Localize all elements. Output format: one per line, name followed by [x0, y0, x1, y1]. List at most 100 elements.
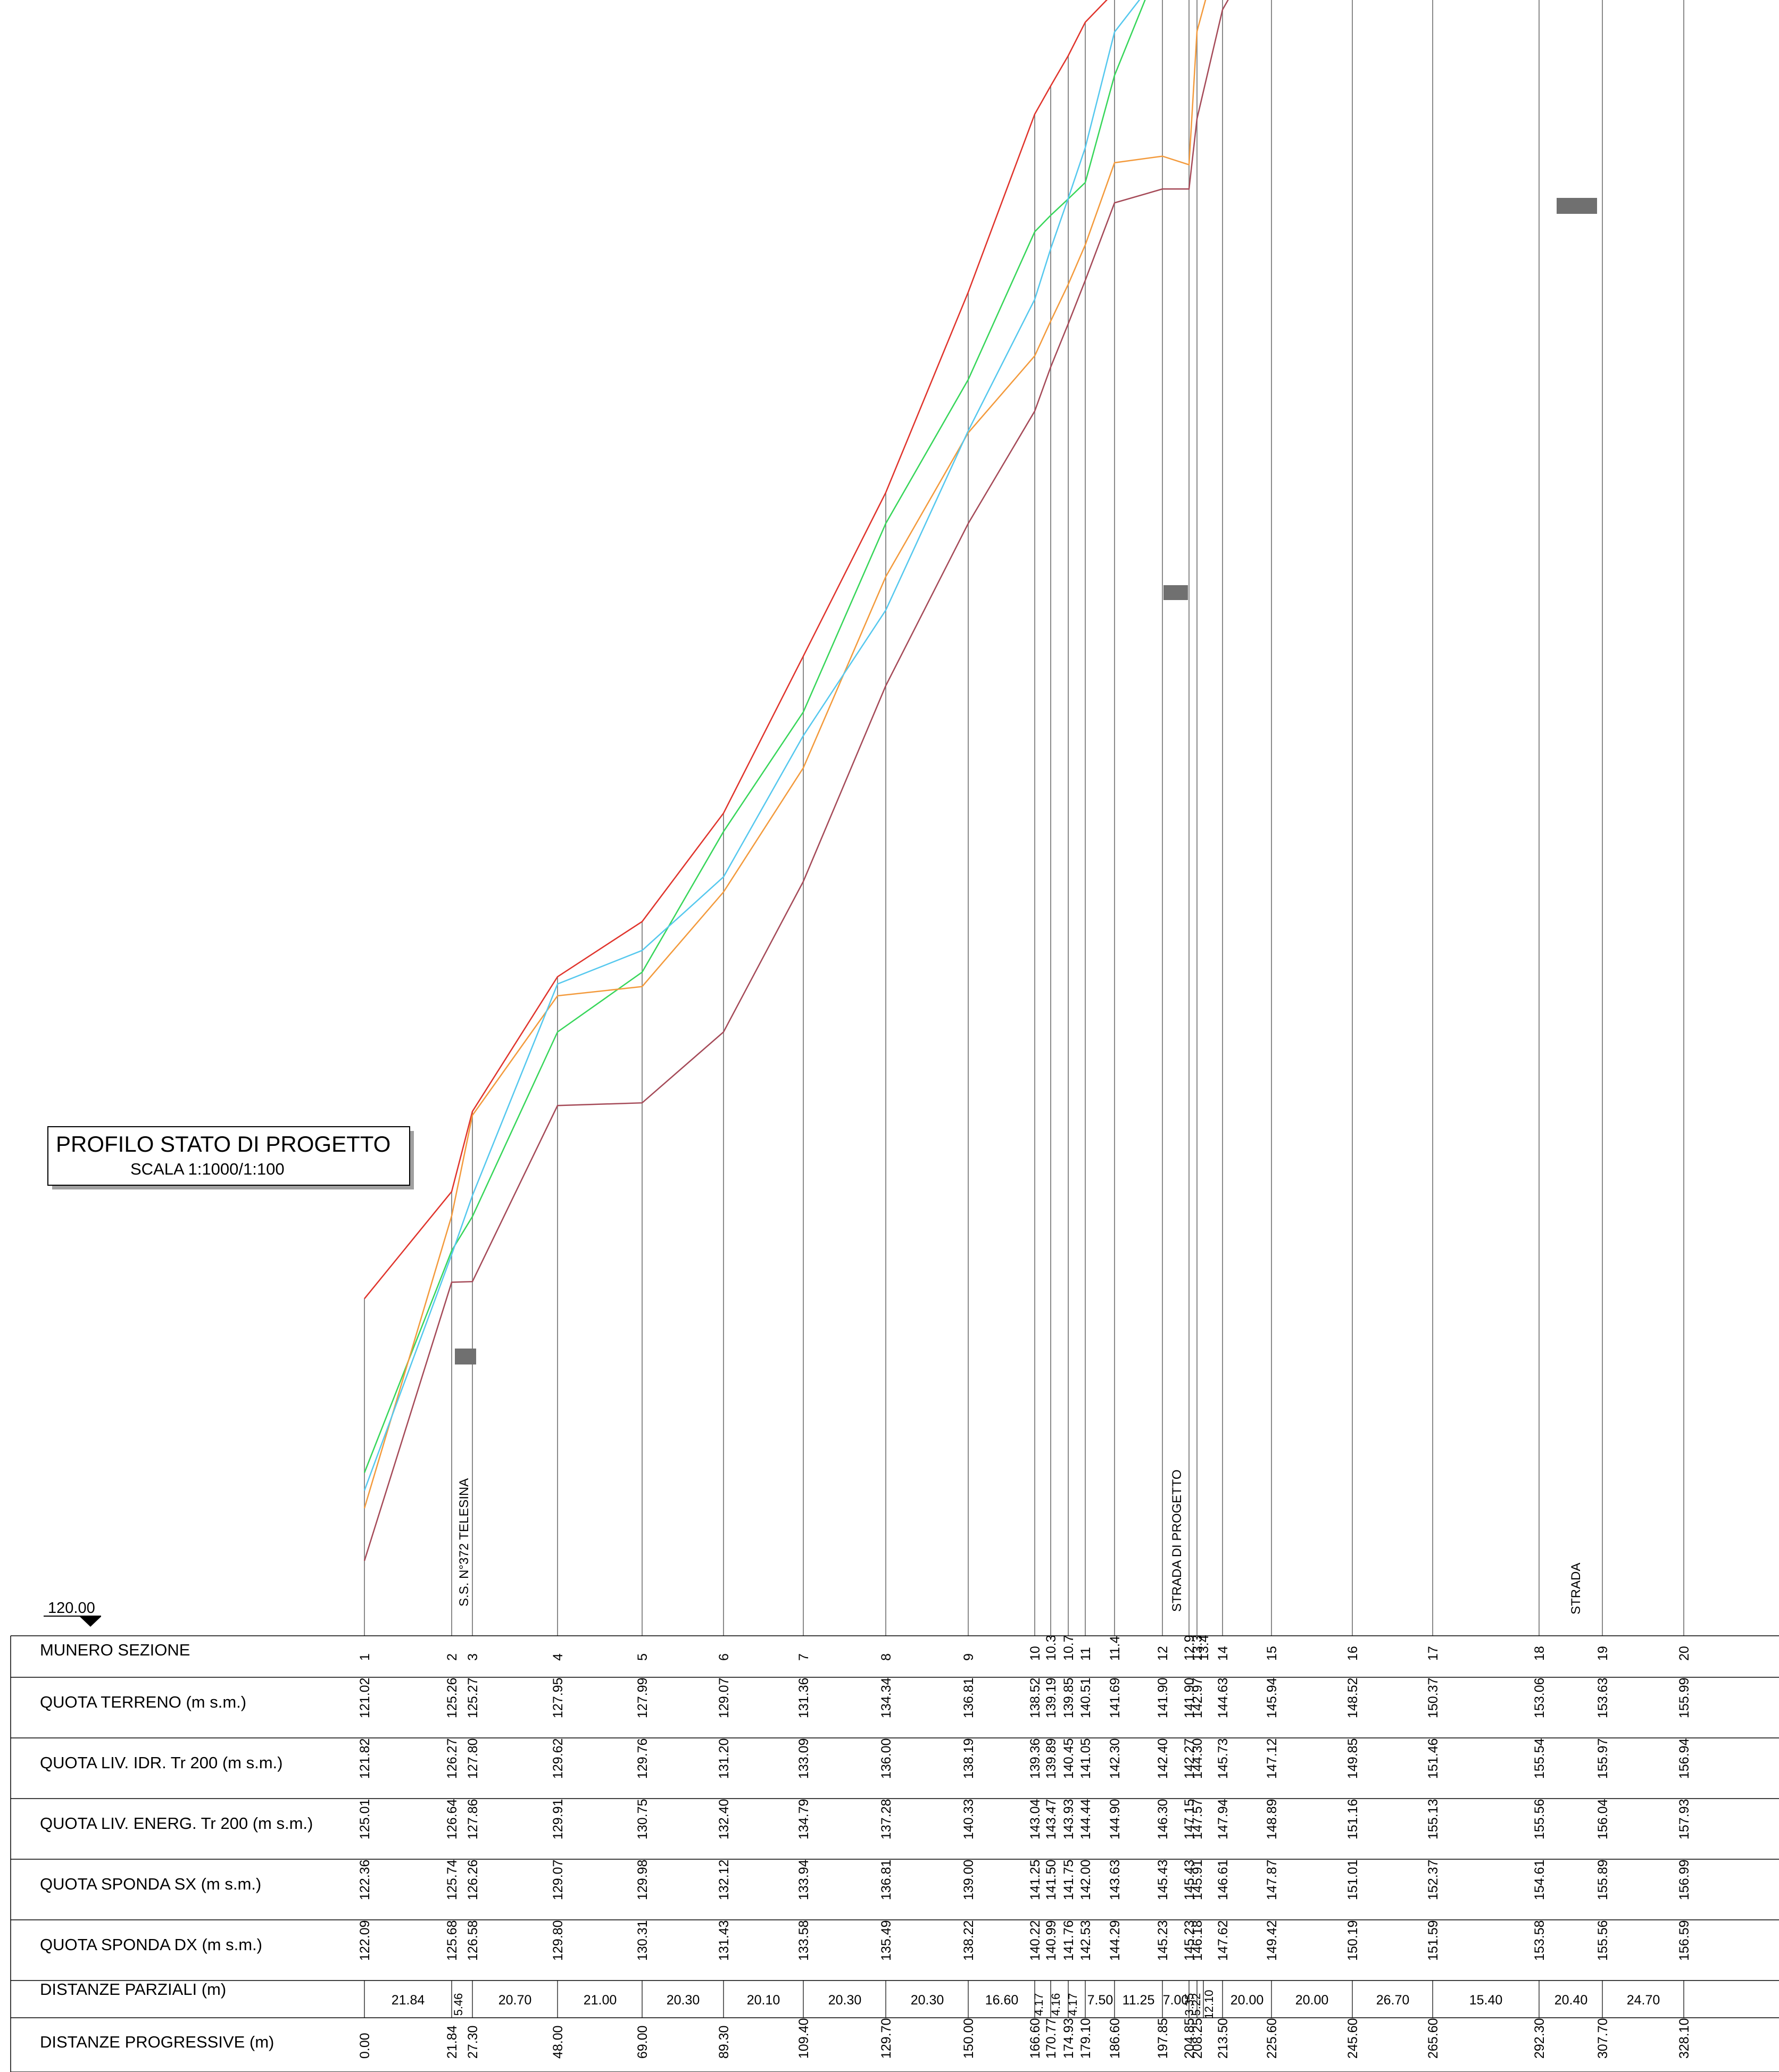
cell-idr-9: 138.19	[961, 1738, 976, 1779]
cell-idr-19: 155.97	[1595, 1738, 1610, 1779]
cell-terreno-2: 125.26	[445, 1678, 460, 1718]
cell-terreno-16: 148.52	[1345, 1678, 1360, 1718]
cell-sx-16: 151.01	[1345, 1860, 1360, 1900]
cell-idr-1: 121.82	[358, 1738, 372, 1779]
cell-parziale: 20.00	[1231, 1993, 1264, 2008]
cell-sx-12.9: 145.43	[1182, 1860, 1197, 1900]
cell-prog-7: 109.40	[796, 2018, 811, 2059]
cell-terreno-1: 121.02	[358, 1678, 372, 1718]
cell-prog-10.3: 170.77	[1044, 2018, 1059, 2059]
annotation-strada-progetto: STRADA DI PROGETTO	[1170, 1469, 1184, 1612]
cell-prog-3: 27.30	[465, 2025, 480, 2059]
cell-dx-13.3: 146.18	[1190, 1920, 1205, 1961]
cell-energ-9: 140.33	[961, 1799, 976, 1840]
cell-energ-11: 144.44	[1078, 1799, 1093, 1840]
cell-energ-10.3: 143.47	[1044, 1799, 1059, 1840]
cell-terreno-17: 150.37	[1426, 1678, 1441, 1718]
cell-idr-14: 145.73	[1216, 1738, 1231, 1779]
cell-dx-17: 151.59	[1426, 1920, 1441, 1961]
cell-id-18: 18	[1532, 1646, 1547, 1661]
row-label-terreno: QUOTA TERRENO (m s.m.)	[40, 1693, 246, 1711]
cell-id-12.9: 12.9	[1182, 1635, 1197, 1661]
cell-dx-12.9: 145.23	[1182, 1920, 1197, 1961]
cell-idr-20: 156.94	[1677, 1738, 1692, 1779]
cell-energ-19: 156.04	[1595, 1799, 1610, 1840]
row-label-energ: QUOTA LIV. ENERG. Tr 200 (m s.m.)	[40, 1814, 313, 1833]
cell-parziale: 4.17	[1032, 1993, 1045, 2016]
cell-idr-12.9: 142.27	[1182, 1738, 1197, 1779]
title-box: PROFILO STATO DI PROGETTO SCALA 1:1000/1…	[47, 1126, 414, 1189]
cell-sx-14: 146.61	[1216, 1860, 1231, 1900]
cell-idr-4: 129.62	[551, 1738, 566, 1779]
datum-marker: 120.00	[44, 1600, 101, 1627]
cell-energ-5: 130.75	[635, 1799, 650, 1840]
cell-sx-11.4: 143.63	[1108, 1860, 1123, 1900]
cell-energ-1: 125.01	[358, 1799, 372, 1840]
cell-id-1: 1	[358, 1653, 372, 1661]
cell-sx-17: 152.37	[1426, 1860, 1441, 1900]
profile-sponda-sx-line	[363, 0, 1141, 1491]
cell-parziale: 24.70	[1627, 1993, 1660, 2008]
cell-id-5: 5	[635, 1653, 650, 1661]
cell-parziale: 20.30	[667, 1993, 700, 2008]
cell-parziale: 20.30	[911, 1993, 944, 2008]
cell-prog-11.4: 186.60	[1108, 2018, 1123, 2059]
cell-idr-12: 142.40	[1155, 1738, 1170, 1779]
cell-energ-10.7: 143.93	[1061, 1799, 1076, 1840]
cell-prog-14: 213.50	[1216, 2018, 1231, 2059]
cell-parziale: 12.10	[1202, 1990, 1216, 2019]
cell-idr-18: 155.54	[1532, 1738, 1547, 1779]
cell-parziale: 15.40	[1469, 1993, 1503, 2008]
cell-id-4: 4	[551, 1653, 566, 1661]
cell-idr-17: 151.46	[1426, 1738, 1441, 1779]
cell-sx-18: 154.61	[1532, 1860, 1547, 1900]
cell-terreno-12: 141.90	[1155, 1678, 1170, 1718]
cell-energ-16: 151.16	[1345, 1799, 1360, 1840]
cell-prog-9: 150.00	[961, 2018, 976, 2059]
cell-terreno-10: 138.52	[1028, 1678, 1043, 1718]
cell-prog-19: 307.70	[1595, 2018, 1610, 2059]
cell-energ-2: 126.64	[445, 1799, 460, 1840]
cell-terreno-18: 153.06	[1532, 1678, 1547, 1718]
profile-idrometrico-line	[363, 0, 1207, 1509]
cell-id-3: 3	[465, 1653, 480, 1661]
cell-sx-20: 156.99	[1677, 1860, 1692, 1900]
cell-sx-6: 132.12	[717, 1860, 731, 1900]
cell-parziale: 20.30	[828, 1993, 862, 2008]
bridge-decks	[455, 198, 1597, 1364]
cell-prog-6: 89.30	[717, 2025, 731, 2059]
cell-prog-18: 292.30	[1532, 2018, 1547, 2059]
cell-sx-10: 141.25	[1028, 1860, 1043, 1900]
cell-parziale: 20.40	[1554, 1993, 1588, 2008]
cell-idr-6: 131.20	[717, 1738, 731, 1779]
cell-sx-5: 129.98	[635, 1860, 650, 1900]
cell-dx-7: 133.58	[796, 1920, 811, 1961]
cell-id-9: 9	[961, 1653, 976, 1661]
profile-terreno-line	[364, 0, 1108, 1300]
cell-parziale: 20.10	[747, 1993, 780, 2008]
cell-idr-15: 147.12	[1265, 1738, 1279, 1779]
cell-id-17: 17	[1426, 1646, 1441, 1661]
cell-terreno-11.4: 141.69	[1108, 1678, 1123, 1718]
cell-terreno-19: 153.63	[1595, 1678, 1610, 1718]
cell-dx-10.7: 141.76	[1061, 1920, 1076, 1961]
cell-sx-4: 129.07	[551, 1860, 566, 1900]
cell-idr-16: 149.85	[1345, 1738, 1360, 1779]
cell-dx-18: 153.58	[1532, 1920, 1547, 1961]
row-label-sx: QUOTA SPONDA SX (m s.m.)	[40, 1875, 261, 1893]
profile-sponda-dx-line	[363, 0, 1229, 1561]
cell-energ-4: 129.91	[551, 1799, 566, 1840]
cell-id-12: 12	[1155, 1646, 1170, 1661]
cell-idr-7: 133.09	[796, 1738, 811, 1779]
cell-dx-1: 122.09	[358, 1920, 372, 1961]
title-scale: SCALA 1:1000/1:100	[130, 1160, 285, 1178]
cell-parziale: 26.70	[1376, 1993, 1410, 2008]
cell-energ-11.4: 144.90	[1108, 1799, 1123, 1840]
table-cells: 1121.02121.82125.01122.36122.090.002125.…	[358, 1635, 1692, 2059]
cell-dx-8: 135.49	[879, 1920, 894, 1961]
row-label-numero: MUNERO SEZIONE	[40, 1641, 190, 1659]
cell-terreno-11: 140.51	[1078, 1678, 1093, 1718]
cell-parziale: 11.25	[1123, 1993, 1155, 2008]
cell-dx-6: 131.43	[717, 1920, 731, 1961]
cell-energ-12: 146.30	[1155, 1799, 1170, 1840]
